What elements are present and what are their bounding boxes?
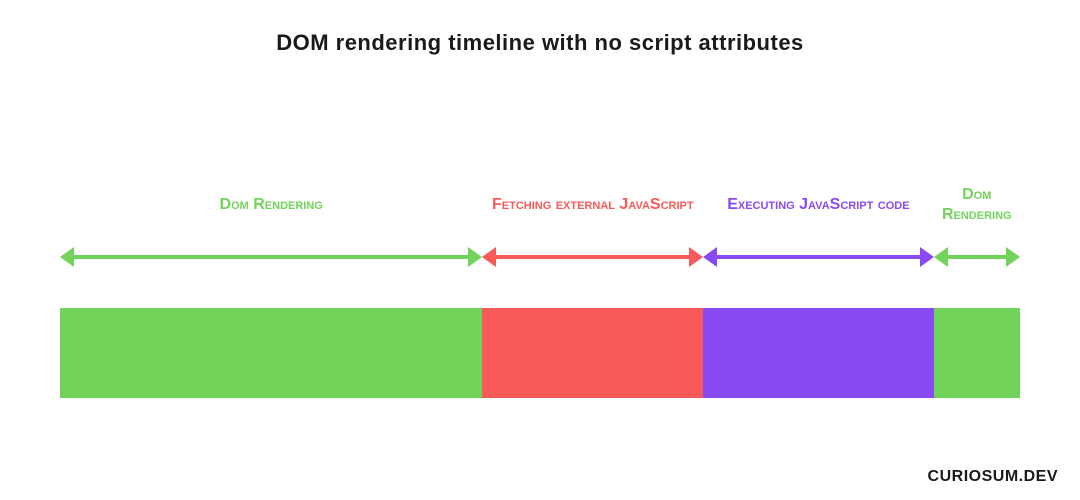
segment-labels-row: Dom Rendering Fetching external JavaScri… bbox=[60, 175, 1020, 235]
arrow-right-icon bbox=[1006, 247, 1020, 267]
timeline-bar-segment-1 bbox=[482, 308, 703, 398]
arrow-right-icon bbox=[920, 247, 934, 267]
arrow-line bbox=[948, 255, 1006, 259]
timeline-bar-segment-2 bbox=[703, 308, 933, 398]
segment-arrow-1 bbox=[482, 245, 703, 269]
arrow-line bbox=[496, 255, 689, 259]
arrow-left-icon bbox=[934, 247, 948, 267]
timeline-bar-segment-3 bbox=[934, 308, 1020, 398]
diagram-title: DOM rendering timeline with no script at… bbox=[0, 30, 1080, 56]
timeline-bar-segment-0 bbox=[60, 308, 482, 398]
arrow-right-icon bbox=[689, 247, 703, 267]
arrow-left-icon bbox=[482, 247, 496, 267]
segment-arrow-0 bbox=[60, 245, 482, 269]
arrow-line bbox=[717, 255, 919, 259]
arrow-line bbox=[74, 255, 468, 259]
arrow-left-icon bbox=[703, 247, 717, 267]
segment-arrows-row bbox=[60, 245, 1020, 269]
arrow-right-icon bbox=[468, 247, 482, 267]
segment-arrow-2 bbox=[703, 245, 933, 269]
diagram-canvas: DOM rendering timeline with no script at… bbox=[0, 0, 1080, 500]
timeline-bar bbox=[60, 308, 1020, 398]
segment-label-3: Dom Rendering bbox=[934, 175, 1020, 235]
credit-text: CURIOSUM.DEV bbox=[928, 468, 1058, 486]
arrow-left-icon bbox=[60, 247, 74, 267]
segment-label-2: Executing JavaScript code bbox=[703, 175, 933, 235]
segment-arrow-3 bbox=[934, 245, 1020, 269]
segment-label-1: Fetching external JavaScript bbox=[482, 175, 703, 235]
segment-label-0: Dom Rendering bbox=[60, 175, 482, 235]
